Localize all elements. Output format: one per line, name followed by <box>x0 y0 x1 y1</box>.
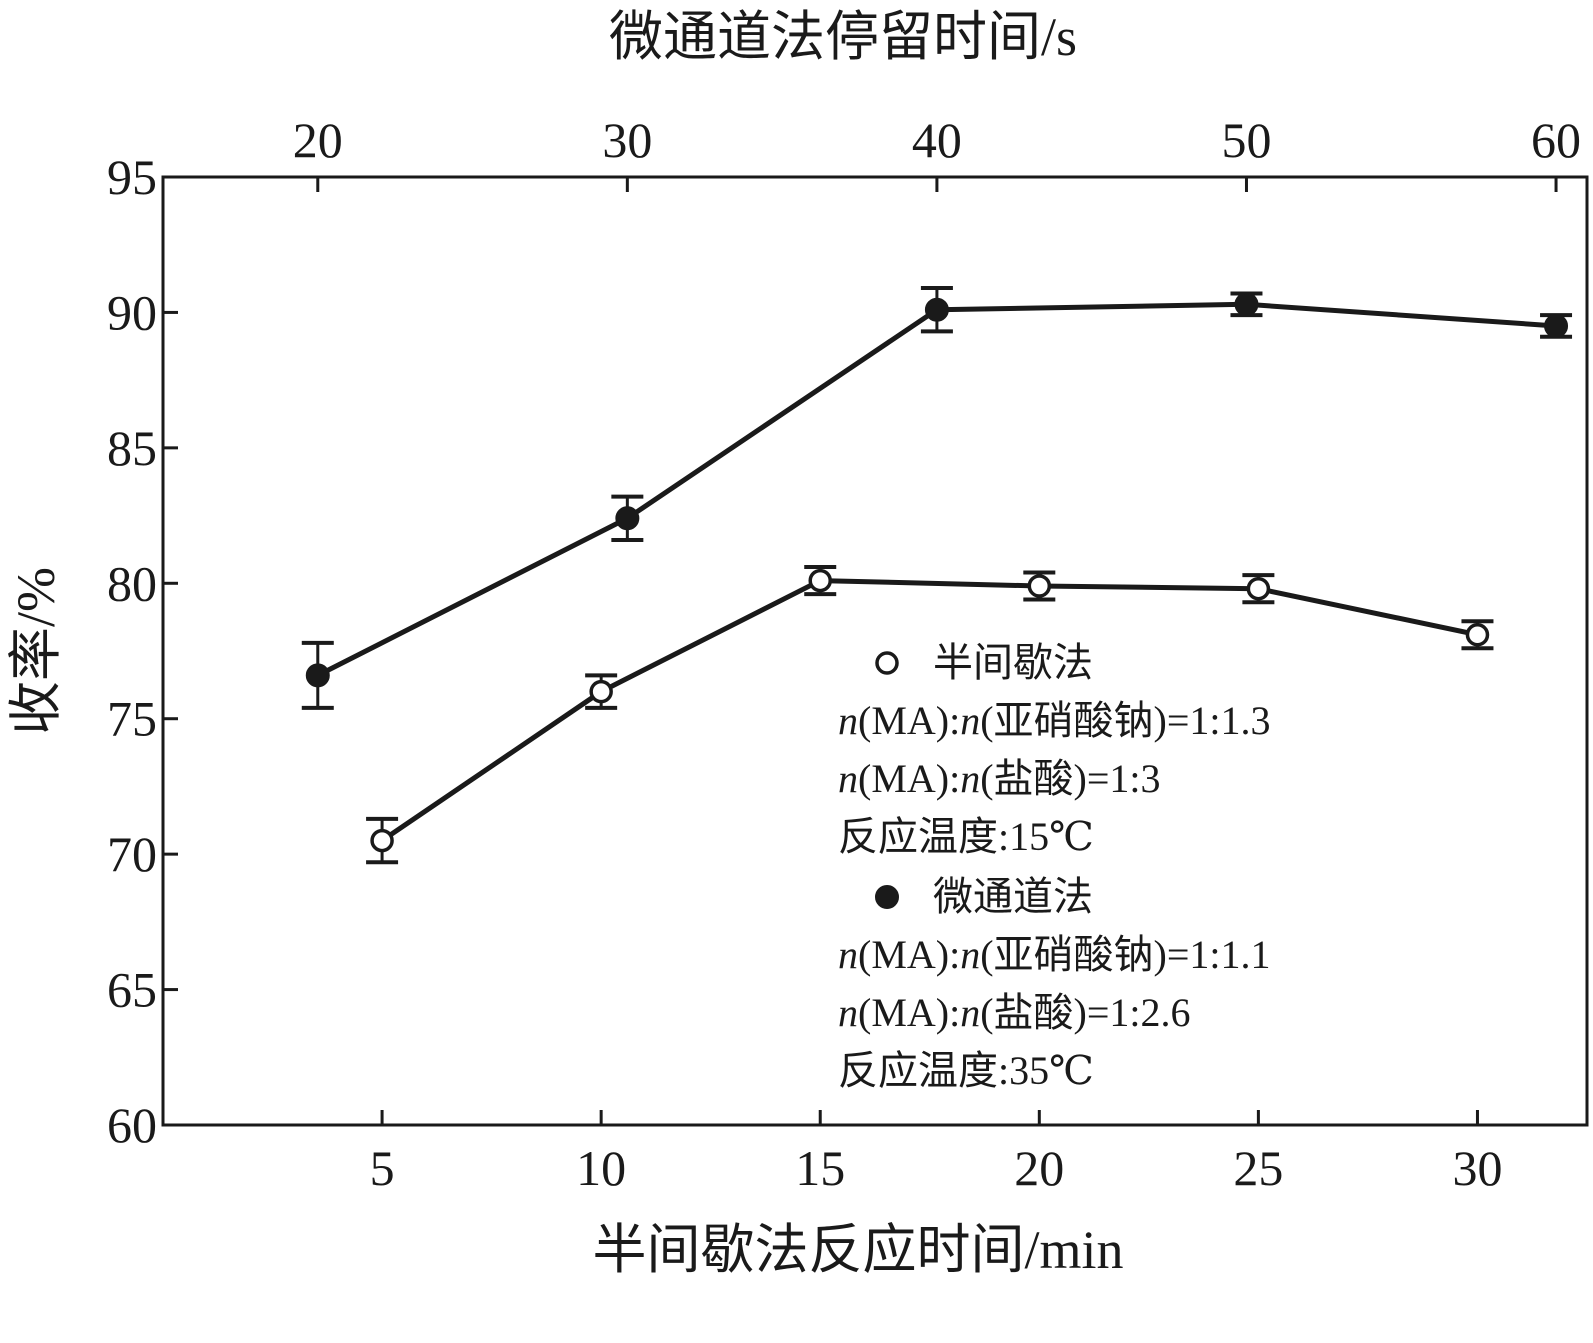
legend-note: n(MA):n(盐酸)=1:3 <box>838 756 1161 801</box>
data-point <box>1027 574 1052 598</box>
legend-label: 微通道法 <box>933 874 1093 919</box>
legend-marker <box>875 651 899 675</box>
legend-note-part: n <box>838 990 858 1035</box>
top-x-tick-label: 50 <box>1221 112 1271 168</box>
data-point <box>1246 576 1271 601</box>
legend-note-part: (亚硝酸钠)=1:1.1 <box>980 932 1270 977</box>
legend: 半间歇法n(MA):n(亚硝酸钠)=1:1.3n(MA):n(盐酸)=1:3反应… <box>838 640 1271 1093</box>
y-axis-title: 收率/% <box>6 567 66 735</box>
y-tick-label: 70 <box>107 826 157 882</box>
x-tick-label: 5 <box>370 1140 395 1196</box>
x-tick-label: 10 <box>576 1140 626 1196</box>
legend-note-part: n <box>838 756 858 801</box>
legend-note-part: (盐酸)=1:3 <box>980 756 1160 801</box>
series-semibatch <box>366 565 1494 865</box>
y-tick-label: 90 <box>107 284 157 340</box>
y-tick-label: 80 <box>107 555 157 611</box>
legend-note: n(MA):n(亚硝酸钠)=1:1.3 <box>838 698 1271 743</box>
series-line <box>380 578 1478 843</box>
legend-note-part: n <box>838 932 858 977</box>
x-tick-label: 15 <box>795 1140 845 1196</box>
legend-note-part: (亚硝酸钠)=1:1.3 <box>980 698 1270 743</box>
y-tick-label: 60 <box>107 1097 157 1153</box>
series-layer <box>301 286 1573 865</box>
legend-note-part: n <box>838 698 858 743</box>
legend-note-part: (MA): <box>858 990 960 1035</box>
legend-note: n(MA):n(盐酸)=1:2.6 <box>838 990 1191 1035</box>
legend-note: 反应温度:35℃ <box>838 1048 1094 1093</box>
top-x-tick-label: 40 <box>912 112 962 168</box>
legend-note: n(MA):n(亚硝酸钠)=1:1.1 <box>838 932 1271 977</box>
legend-note-part: n <box>960 990 980 1035</box>
legend-note-part: n <box>960 698 980 743</box>
top-x-axis-title: 微通道法停留时间/s <box>609 7 1077 67</box>
data-point <box>1465 622 1490 647</box>
data-point <box>370 828 394 853</box>
x-tick-label: 25 <box>1233 1140 1283 1196</box>
legend-marker <box>875 885 899 909</box>
data-point <box>1544 313 1569 338</box>
data-point <box>615 506 640 531</box>
data-point <box>924 297 949 322</box>
data-point <box>1234 292 1259 317</box>
data-point <box>589 679 613 704</box>
top-x-tick-label: 30 <box>602 112 652 168</box>
series-line <box>316 301 1557 678</box>
y-tick-label: 65 <box>107 962 157 1018</box>
legend-note-part: n <box>960 932 980 977</box>
y-tick-label: 85 <box>107 420 157 476</box>
x-axis-title: 半间歇法反应时间/min <box>592 1220 1123 1280</box>
bottom-x-axis: 5 10 15 20 25 30 <box>370 1110 1502 1196</box>
legend-note-part: (盐酸)=1:2.6 <box>980 990 1190 1035</box>
top-x-tick-label: 60 <box>1531 112 1581 168</box>
series-microchannel <box>301 286 1573 710</box>
top-x-axis: 20 30 40 50 60 <box>293 112 1581 192</box>
y-axis: 60 65 70 75 80 85 90 95 <box>107 149 178 1153</box>
plot-frame <box>161 175 1589 1127</box>
legend-note-part: 反应温度:35℃ <box>838 1048 1094 1093</box>
legend-note-part: (MA): <box>858 698 960 743</box>
x-tick-label: 30 <box>1452 1140 1502 1196</box>
legend-note-part: (MA): <box>858 932 960 977</box>
legend-note-part: (MA): <box>858 756 960 801</box>
y-tick-label: 75 <box>107 691 157 747</box>
data-point <box>808 568 832 593</box>
top-x-tick-label: 20 <box>293 112 343 168</box>
legend-note-part: 反应温度:15℃ <box>838 814 1094 859</box>
x-tick-label: 20 <box>1014 1140 1064 1196</box>
data-point <box>305 663 330 688</box>
legend-note-part: n <box>960 756 980 801</box>
y-tick-label: 95 <box>107 149 157 205</box>
legend-label: 半间歇法 <box>933 640 1093 685</box>
legend-note: 反应温度:15℃ <box>838 814 1094 859</box>
